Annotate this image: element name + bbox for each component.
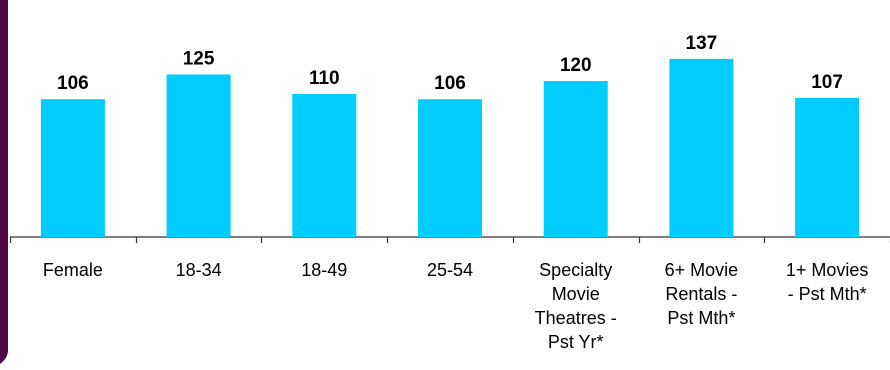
- bar: [292, 94, 357, 237]
- bar: [795, 97, 860, 238]
- x-tick-label-line: Female: [43, 260, 103, 280]
- x-tick-label: Female: [43, 260, 103, 280]
- data-label: 120: [560, 55, 592, 76]
- data-label: 106: [434, 73, 466, 94]
- data-label: 110: [309, 68, 340, 89]
- x-tick-label-line: Pst Yr*: [548, 332, 604, 352]
- data-label: 106: [57, 73, 89, 94]
- x-tick-label: 1+ Movies - Pst Mth*: [786, 260, 869, 304]
- x-tick-label: 25-54: [427, 260, 473, 280]
- data-label: 107: [811, 72, 843, 93]
- x-tick-label: 18-34: [176, 260, 222, 280]
- x-tick-label: 18-49: [301, 260, 347, 280]
- x-tick-label-line: 18-49: [301, 260, 347, 280]
- x-tick-label-line: 6+ Movie: [665, 260, 739, 280]
- x-tick-label-line: - Pst Mth*: [788, 284, 867, 304]
- bar: [543, 81, 608, 237]
- x-tick-label-line: 1+ Movies: [786, 260, 869, 280]
- x-tick-label: Specialty Movie Theatres - Pst Yr*: [535, 260, 617, 352]
- data-label: 125: [183, 49, 215, 70]
- bar: [418, 99, 482, 237]
- data-label: 137: [686, 33, 718, 54]
- x-tick-label-line: 25-54: [427, 260, 473, 280]
- x-tick-label-line: 18-34: [176, 260, 222, 280]
- x-tick-label-line: Movie: [552, 284, 600, 304]
- bar: [40, 99, 105, 237]
- x-tick-label-line: Pst Mth*: [667, 308, 735, 328]
- x-tick-label: 6+ Movie Rentals - Pst Mth*: [665, 260, 739, 328]
- x-tick-label-line: Rentals -: [665, 284, 737, 304]
- frame-edge: [0, 0, 8, 364]
- bar: [669, 58, 734, 238]
- x-tick-label-line: Theatres -: [535, 308, 617, 328]
- bar: [166, 74, 231, 237]
- x-tick-label-line: Specialty: [539, 260, 612, 280]
